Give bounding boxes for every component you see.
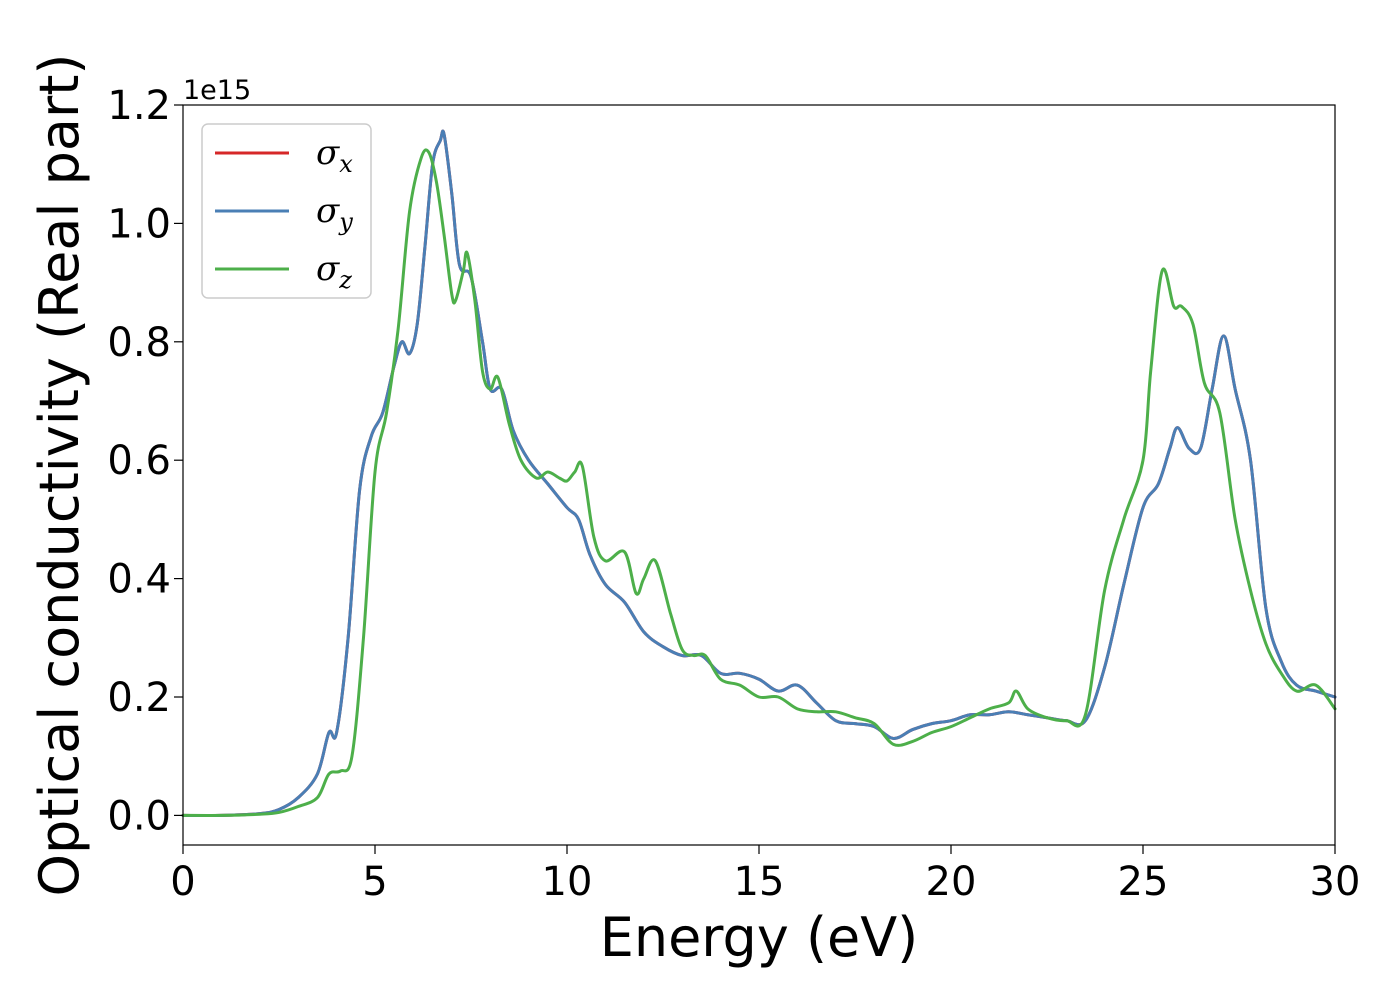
y-offset-text: 1e15 xyxy=(183,75,251,106)
y-tick-label: 0.6 xyxy=(107,438,171,484)
y-tick-label: 0.4 xyxy=(107,557,171,603)
y-axis-title: Optical conductivity (Real part) xyxy=(28,54,91,897)
x-axis: 0 5 10 15 20 25 30 xyxy=(170,845,1360,905)
series-layer xyxy=(181,129,1337,818)
y-tick-label: 0.0 xyxy=(107,793,171,839)
x-axis-title: Energy (eV) xyxy=(600,906,919,969)
x-tick-label: 10 xyxy=(542,859,593,905)
y-tick-label: 0.2 xyxy=(107,675,171,721)
x-tick-label: 25 xyxy=(1118,859,1169,905)
y-tick-label: 1.2 xyxy=(107,83,171,129)
x-tick-label: 20 xyxy=(926,859,977,905)
y-tick-label: 1.0 xyxy=(107,201,171,247)
series-line-sigma-z xyxy=(181,148,1337,817)
x-tick-label: 30 xyxy=(1310,859,1361,905)
x-tick-label: 5 xyxy=(362,859,387,905)
y-tick-label: 0.8 xyxy=(107,320,171,366)
x-tick-label: 0 xyxy=(170,859,195,905)
y-axis: 0.0 0.2 0.4 0.6 0.8 1.0 1.2 xyxy=(107,83,183,839)
x-tick-label: 15 xyxy=(734,859,785,905)
